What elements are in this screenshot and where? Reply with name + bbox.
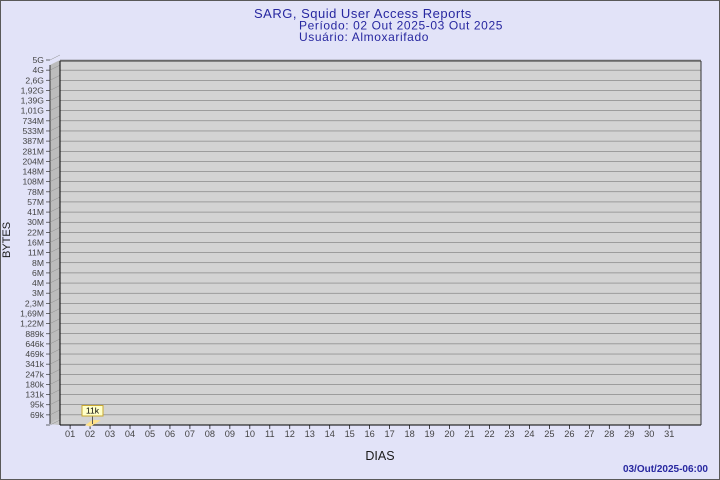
svg-text:24: 24	[524, 429, 534, 439]
svg-text:09: 09	[225, 429, 235, 439]
svg-text:1,69M: 1,69M	[20, 308, 44, 318]
svg-text:57M: 57M	[27, 197, 44, 207]
svg-text:27: 27	[584, 429, 594, 439]
svg-text:23: 23	[504, 429, 514, 439]
svg-text:247k: 247k	[25, 369, 44, 379]
svg-text:78M: 78M	[27, 187, 44, 197]
svg-text:28: 28	[604, 429, 614, 439]
svg-text:180k: 180k	[25, 379, 44, 389]
svg-text:Usuário: Almoxarifado: Usuário: Almoxarifado	[299, 30, 429, 44]
svg-text:22: 22	[484, 429, 494, 439]
svg-text:341k: 341k	[25, 359, 44, 369]
svg-text:3M: 3M	[32, 288, 44, 298]
svg-text:02: 02	[85, 429, 95, 439]
svg-text:6M: 6M	[32, 268, 44, 278]
svg-text:DIAS: DIAS	[365, 449, 394, 463]
svg-text:148M: 148M	[23, 167, 45, 177]
svg-text:1,22M: 1,22M	[20, 319, 44, 329]
svg-text:1,92G: 1,92G	[21, 85, 45, 95]
svg-text:04: 04	[125, 429, 135, 439]
svg-text:16: 16	[365, 429, 375, 439]
svg-text:14: 14	[325, 429, 335, 439]
svg-text:41M: 41M	[27, 207, 44, 217]
svg-text:25: 25	[544, 429, 554, 439]
svg-text:07: 07	[185, 429, 195, 439]
svg-text:17: 17	[385, 429, 395, 439]
svg-text:06: 06	[165, 429, 175, 439]
svg-text:19: 19	[424, 429, 434, 439]
svg-text:10: 10	[245, 429, 255, 439]
svg-text:29: 29	[624, 429, 634, 439]
svg-text:8M: 8M	[32, 258, 44, 268]
svg-text:2,3M: 2,3M	[25, 298, 44, 308]
svg-text:4M: 4M	[32, 278, 44, 288]
svg-text:22M: 22M	[27, 227, 44, 237]
svg-text:11: 11	[265, 429, 275, 439]
svg-text:533M: 533M	[23, 126, 45, 136]
svg-text:11M: 11M	[28, 248, 44, 258]
svg-text:889k: 889k	[25, 329, 44, 339]
svg-text:03/Out/2025-06:00: 03/Out/2025-06:00	[623, 464, 708, 475]
svg-text:18: 18	[404, 429, 414, 439]
svg-text:16M: 16M	[27, 238, 44, 248]
svg-text:1,39G: 1,39G	[21, 96, 45, 106]
svg-text:469k: 469k	[25, 349, 44, 359]
svg-text:387M: 387M	[23, 136, 45, 146]
svg-text:1,01G: 1,01G	[21, 106, 45, 116]
svg-text:108M: 108M	[23, 177, 45, 187]
svg-text:13: 13	[305, 429, 315, 439]
svg-text:21: 21	[464, 429, 474, 439]
svg-text:15: 15	[345, 429, 355, 439]
svg-text:69k: 69k	[30, 410, 45, 420]
svg-text:281M: 281M	[23, 146, 45, 156]
svg-text:20: 20	[444, 429, 454, 439]
svg-text:95k: 95k	[30, 400, 45, 410]
svg-text:11k: 11k	[86, 405, 100, 415]
svg-text:204M: 204M	[23, 156, 45, 166]
svg-text:30: 30	[644, 429, 654, 439]
svg-text:4G: 4G	[33, 65, 45, 75]
svg-text:31: 31	[664, 429, 674, 439]
svg-text:2,6G: 2,6G	[25, 75, 44, 85]
svg-text:12: 12	[285, 429, 295, 439]
svg-text:01: 01	[65, 429, 75, 439]
svg-text:26: 26	[564, 429, 574, 439]
svg-text:734M: 734M	[23, 116, 45, 126]
svg-text:05: 05	[145, 429, 155, 439]
svg-text:5G: 5G	[33, 55, 45, 65]
svg-text:03: 03	[105, 429, 115, 439]
svg-text:131k: 131k	[25, 390, 44, 400]
svg-text:BYTES: BYTES	[1, 222, 13, 258]
svg-text:30M: 30M	[27, 217, 44, 227]
svg-text:646k: 646k	[25, 339, 44, 349]
svg-text:08: 08	[205, 429, 215, 439]
